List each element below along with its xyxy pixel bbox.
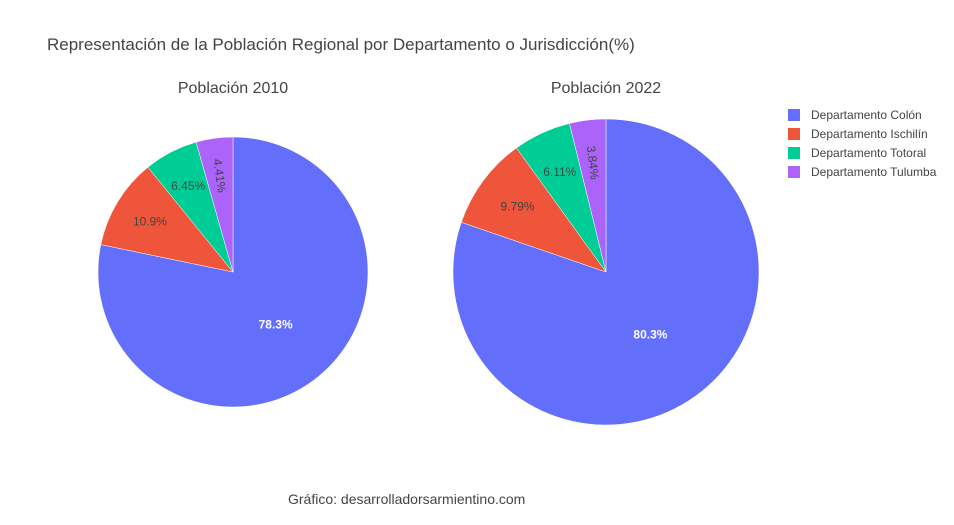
pie-label-ischilin: 10.9% [133, 214, 167, 228]
legend-label-colon: Departamento Colón [811, 107, 922, 122]
pie-label-colon: 80.3% [633, 327, 667, 341]
legend[interactable]: Departamento Colón Departamento Ischilín… [788, 105, 936, 181]
pie-label-totoral: 6.11% [543, 165, 576, 179]
pie-slice-ischilin[interactable] [100, 166, 234, 273]
legend-item-ischilin[interactable]: Departamento Ischilín [788, 124, 936, 143]
pie-title-2010: Población 2010 [177, 80, 289, 97]
chart-title: Representación de la Población Regional … [47, 35, 635, 54]
pie-2022: 80.3% 9.79% 6.11% 3.84% [452, 118, 760, 426]
legend-item-colon[interactable]: Departamento Colón [788, 105, 936, 124]
pie-label-colon: 78.3% [259, 317, 293, 331]
legend-swatch-tulumba [788, 165, 800, 178]
pie-2010: 78.3% 10.9% 6.45% 4.41% [97, 136, 369, 408]
pie-slice-tulumba[interactable] [195, 136, 234, 273]
legend-label-tulumba: Departamento Tulumba [811, 164, 937, 179]
legend-swatch-totoral [788, 146, 800, 159]
pie-title-2022: Población 2022 [550, 80, 662, 97]
legend-label-totoral: Departamento Totoral [811, 145, 927, 160]
legend-swatch-colon [788, 108, 800, 121]
pie-label-tulumba: 4.41% [210, 158, 229, 194]
pie-label-ischilin: 9.79% [501, 199, 535, 213]
legend-swatch-ischilin [788, 127, 800, 140]
legend-item-totoral[interactable]: Departamento Totoral [788, 143, 936, 162]
pie-slice-ischilin[interactable] [460, 147, 607, 273]
pie-slice-colon[interactable] [452, 118, 760, 426]
footer-source: Gráfico: desarrolladorsarmientino.com [288, 491, 526, 507]
legend-item-tulumba[interactable]: Departamento Tulumba [788, 162, 936, 181]
legend-label-ischilin: Departamento Ischilín [811, 126, 928, 141]
pie-label-tulumba: 3.84% [584, 145, 602, 181]
pie-label-totoral: 6.45% [171, 179, 205, 193]
pie-slice-tulumba[interactable] [569, 118, 607, 273]
